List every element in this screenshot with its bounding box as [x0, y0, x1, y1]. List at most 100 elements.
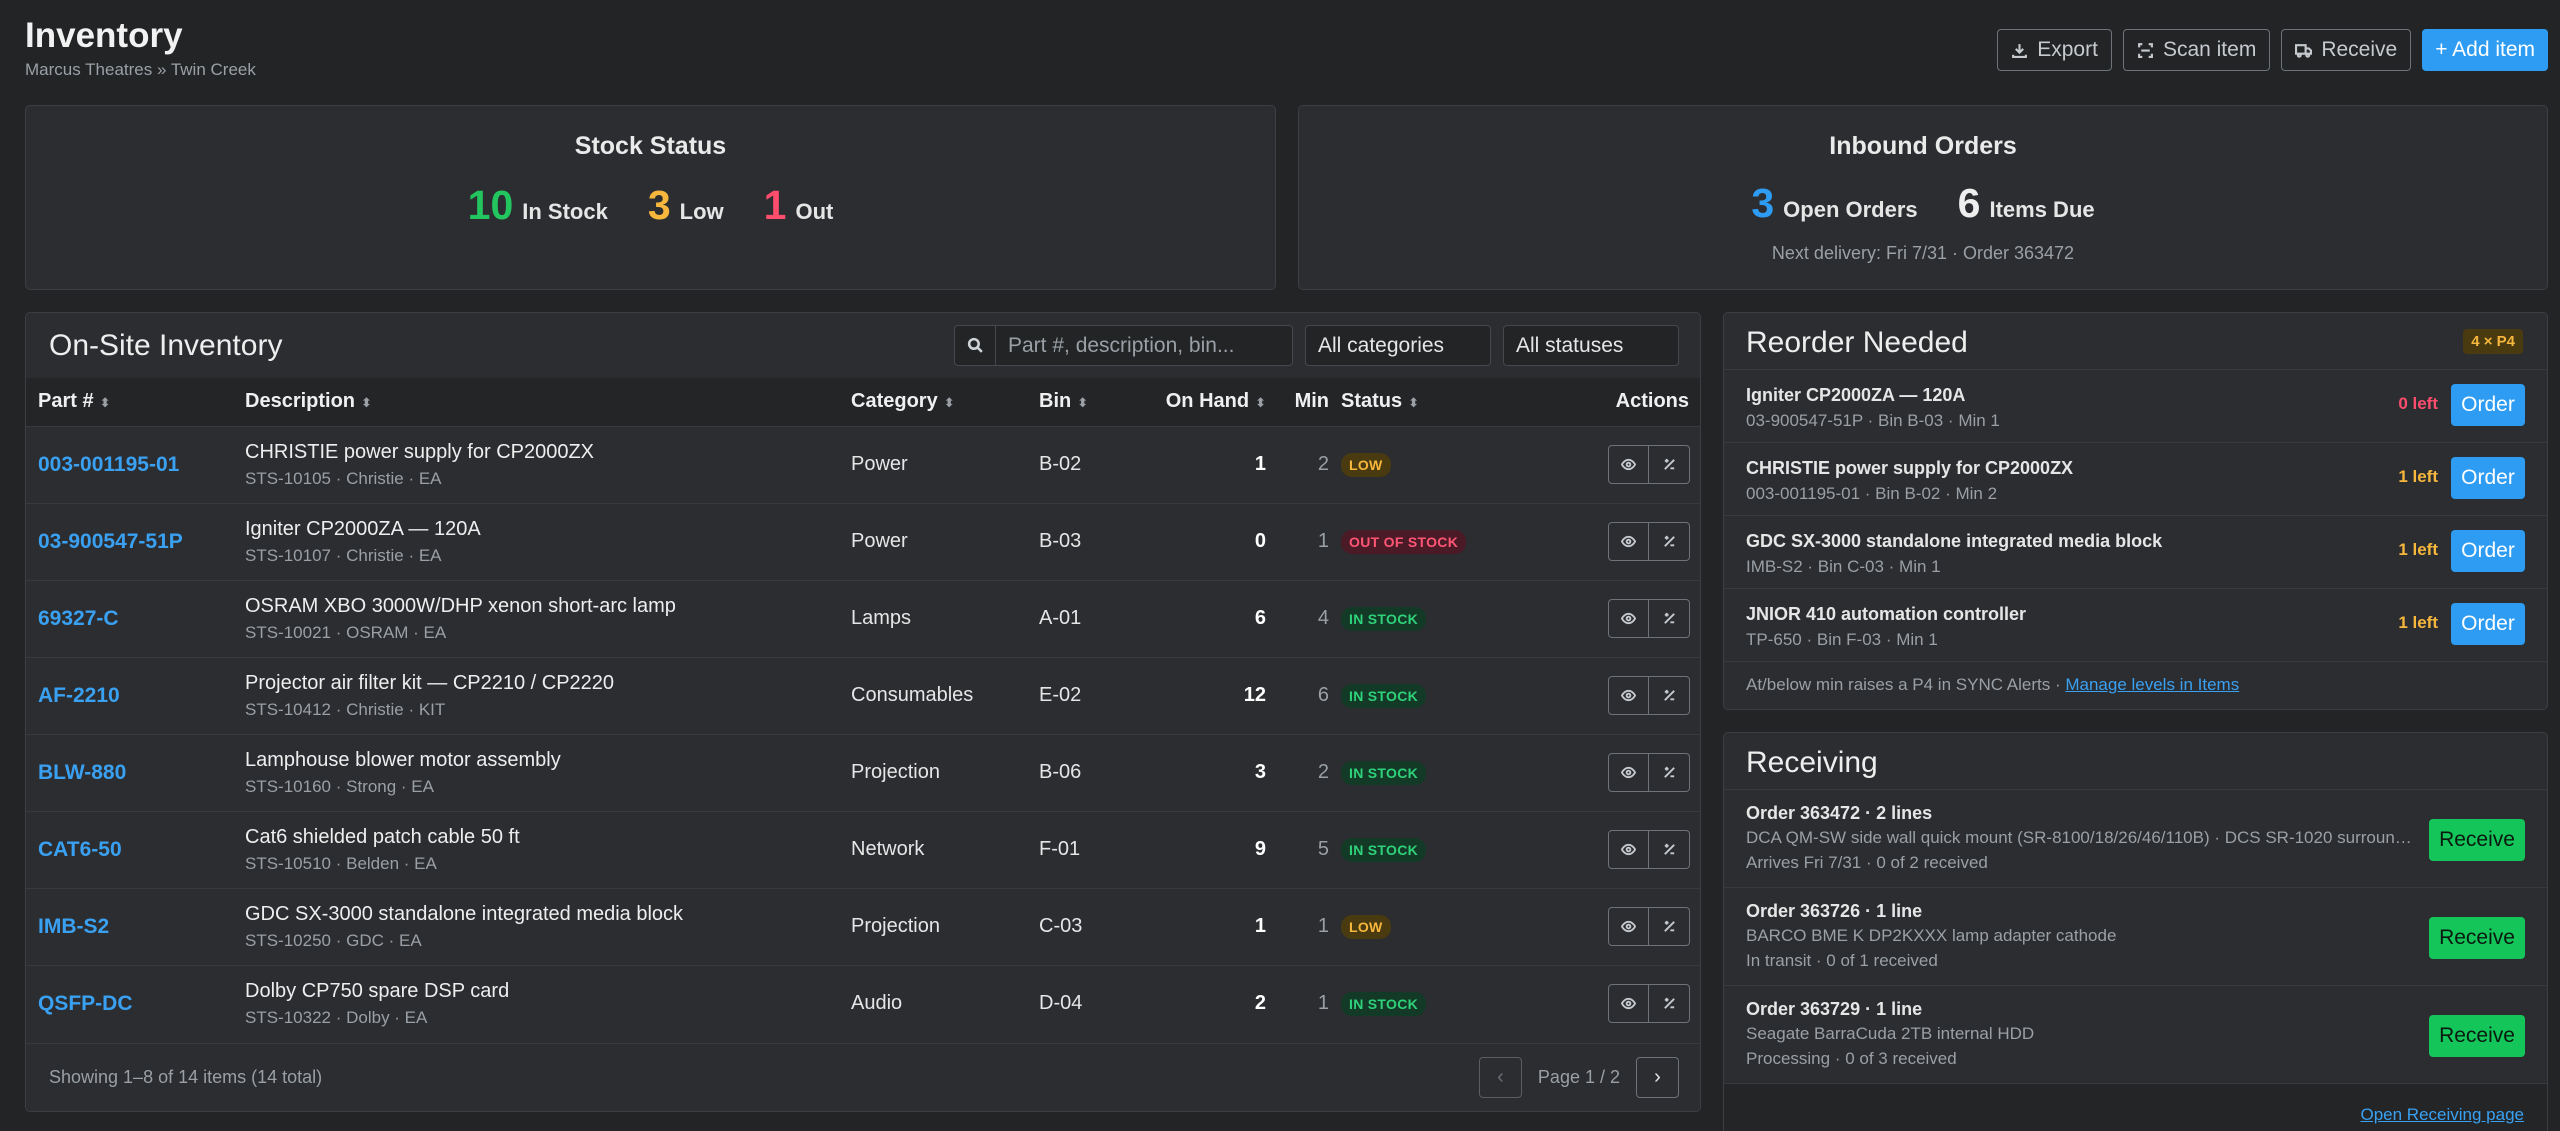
table-footer: Showing 1–8 of 14 items (14 total) ‹ Pag…	[26, 1043, 1700, 1111]
adjust-button[interactable]	[1649, 907, 1690, 946]
item-bin: B-02	[1039, 453, 1082, 475]
view-button[interactable]	[1608, 599, 1649, 638]
reorder-item-title: CHRISTIE power supply for CP2000ZX	[1746, 458, 2074, 478]
order-status: Arrives Fri 7/31 · 0 of 2 received	[1746, 853, 1988, 872]
view-button[interactable]	[1608, 445, 1649, 484]
reorder-panel: Reorder Needed 4 × P4 Igniter CP2000ZA —…	[1723, 312, 2548, 710]
chevron-left-icon[interactable]: ‹	[1478, 1057, 1522, 1098]
in-stock-label: In Stock	[522, 199, 608, 224]
eye-icon	[1621, 843, 1636, 856]
status-filter[interactable]: All statuses	[1503, 325, 1679, 366]
receiving-panel: Receiving Order 363472 · 2 lines DCA QM-…	[1723, 732, 2548, 1131]
part-link[interactable]: QSFP-DC	[38, 991, 133, 1015]
part-link[interactable]: IMB-S2	[38, 914, 110, 938]
adjust-button[interactable]	[1649, 676, 1690, 715]
eye-icon	[1621, 766, 1636, 779]
order-status: Processing · 0 of 3 received	[1746, 1049, 1957, 1068]
view-button[interactable]	[1608, 984, 1649, 1024]
stock-status-stats: 10 In Stock 3 Low 1 Out	[26, 182, 1275, 229]
order-items: DCA QM-SW side wall quick mount (SR-8100…	[1746, 828, 2419, 847]
receiving-footer: Open Receiving page	[1724, 1083, 2547, 1131]
chevron-right-icon[interactable]: ›	[1636, 1057, 1679, 1098]
table-row[interactable]: CAT6-50 Cat6 shielded patch cable 50 ft S…	[26, 811, 1700, 888]
out-stat: 1 Out	[764, 182, 834, 229]
eye-icon	[1621, 998, 1636, 1010]
table-row[interactable]: QSFP-DC Dolby CP750 spare DSP card STS-10…	[26, 965, 1700, 1042]
adjust-button[interactable]	[1649, 522, 1690, 561]
receiving-order: Order 363729 · 1 line Seagate BarraCuda …	[1724, 985, 2547, 1083]
table-header: Part # ⬍ Description ⬍ Category ⬍ Bin ⬍ On H…	[26, 378, 1700, 426]
order-button[interactable]: Order	[2451, 457, 2525, 499]
add-item-button[interactable]: + Add item	[2422, 29, 2548, 71]
col-bin[interactable]: Bin ⬍	[1039, 378, 1139, 426]
export-button[interactable]: Export	[1997, 29, 2112, 71]
reorder-item: GDC SX-3000 standalone integrated media …	[1724, 515, 2547, 588]
receive-button[interactable]: Receive	[2281, 29, 2412, 71]
category-filter[interactable]: All categories	[1305, 325, 1491, 366]
adjust-button[interactable]	[1649, 445, 1690, 484]
table-row[interactable]: AF-2210 Projector air filter kit — CP221…	[26, 657, 1700, 734]
receive-order-button[interactable]: Receive	[2429, 917, 2525, 959]
eye-icon	[1621, 920, 1636, 933]
view-button[interactable]	[1608, 907, 1649, 946]
col-category[interactable]: Category ⬍	[851, 378, 1039, 426]
item-category: Power	[851, 530, 908, 552]
open-orders-count: 3	[1751, 180, 1775, 226]
out-label: Out	[795, 199, 834, 224]
adjust-button[interactable]	[1649, 753, 1690, 792]
receive-label: Receive	[2321, 38, 2398, 61]
item-meta: STS-10322 · Dolby · EA	[245, 1007, 428, 1027]
search-input[interactable]	[996, 333, 1292, 358]
order-button[interactable]: Order	[2451, 530, 2525, 572]
part-link[interactable]: AF-2210	[38, 683, 120, 707]
item-bin: D-04	[1039, 992, 1083, 1015]
table-row[interactable]: BLW-880 Lamphouse blower motor assembly S…	[26, 734, 1700, 811]
col-description[interactable]: Description ⬍	[245, 378, 851, 426]
col-category-label: Category	[851, 390, 938, 413]
col-actions-label: Actions	[1615, 390, 1689, 413]
view-button[interactable]	[1608, 830, 1649, 869]
manage-levels-link[interactable]: Manage levels in Items	[2065, 675, 2240, 694]
view-button[interactable]	[1608, 676, 1649, 715]
table-row[interactable]: 003-001195-01 CHRISTIE power supply for …	[26, 426, 1700, 503]
status-badge: IN STOCK	[1341, 606, 1427, 631]
part-link[interactable]: 69327-C	[38, 606, 119, 630]
low-label: Low	[679, 199, 724, 224]
col-status-label: Status	[1341, 390, 1403, 413]
table-row[interactable]: 69327-C OSRAM XBO 3000W/DHP xenon short-…	[26, 580, 1700, 657]
open-receiving-link[interactable]: Open Receiving page	[2360, 1105, 2524, 1124]
search-icon[interactable]	[955, 326, 996, 365]
reorder-item-remaining: 1 left	[2398, 540, 2438, 559]
col-on-hand[interactable]: On Hand ⬍	[1139, 378, 1266, 426]
adjust-button[interactable]	[1649, 984, 1690, 1024]
part-link[interactable]: CAT6-50	[38, 837, 122, 861]
order-button[interactable]: Order	[2451, 603, 2525, 645]
priority-badge: 4 × P4	[2463, 329, 2523, 354]
part-link[interactable]: BLW-880	[38, 760, 127, 784]
col-part[interactable]: Part # ⬍	[26, 378, 245, 426]
part-link[interactable]: 03-900547-51P	[38, 529, 183, 553]
eye-icon	[1621, 535, 1636, 548]
table-row[interactable]: IMB-S2 GDC SX-3000 standalone integrated…	[26, 888, 1700, 965]
scan-item-button[interactable]: Scan item	[2122, 29, 2271, 71]
view-button[interactable]	[1608, 753, 1649, 792]
item-min: 4	[1317, 607, 1329, 629]
view-button[interactable]	[1608, 522, 1649, 561]
item-bin: B-06	[1039, 761, 1082, 783]
reorder-title: Reorder Needed	[1746, 326, 1968, 359]
adjust-icon	[1663, 920, 1675, 932]
receive-order-button[interactable]: Receive	[2429, 819, 2525, 861]
adjust-button[interactable]	[1649, 599, 1690, 638]
col-description-label: Description	[245, 390, 356, 413]
adjust-button[interactable]	[1649, 830, 1690, 869]
table-row[interactable]: 03-900547-51P Igniter CP2000ZA — 120A STS…	[26, 503, 1700, 580]
item-description: Igniter CP2000ZA — 120A	[245, 517, 481, 540]
col-status[interactable]: Status ⬍	[1329, 378, 1495, 426]
status-badge: IN STOCK	[1341, 837, 1427, 862]
order-button[interactable]: Order	[2451, 384, 2525, 426]
next-delivery: Next delivery: Fri 7/31 · Order 363472	[1771, 243, 2075, 263]
stock-status-title: Stock Status	[574, 132, 727, 160]
part-link[interactable]: 003-001195-01	[38, 452, 180, 476]
receive-order-button[interactable]: Receive	[2429, 1015, 2525, 1057]
item-meta: STS-10250 · GDC · EA	[245, 930, 422, 950]
